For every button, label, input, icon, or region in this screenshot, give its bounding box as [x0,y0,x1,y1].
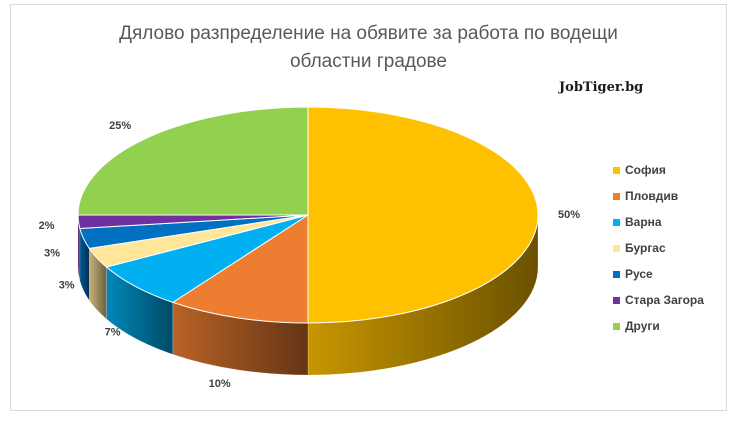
data-label-4: 3% [59,280,75,292]
legend-swatch [613,270,620,278]
legend-swatch [613,322,620,330]
data-label-2: 10% [209,378,231,390]
legend-item: Стара Загора [613,287,704,313]
legend-label: Пловдив [625,189,679,203]
legend-swatch [613,166,620,174]
legend-item: Русе [613,261,704,287]
legend-swatch [613,296,620,304]
legend-label: Русе [625,267,653,281]
legend-swatch [613,244,620,252]
data-label-6: 2% [39,220,55,232]
chart-title-line2: областни градове [289,51,447,72]
data-label-7: 25% [109,120,131,132]
slice-1 [307,106,539,324]
chart-title-line1: Дялово разпределение на обявите за работ… [119,23,618,44]
watermark-logo: JobTiger.bg [559,80,644,95]
legend-label: Стара Загора [625,293,704,307]
legend-label: Варна [625,215,662,229]
legend-label: София [625,163,666,177]
legend-item: Варна [613,209,704,235]
legend: София Пловдив Варна Бургас Русе Стара Загора Д… [613,157,704,339]
legend-item: Бургас [613,235,704,261]
slice-2 [171,214,309,324]
data-label-3: 7% [105,327,121,339]
data-label-5: 3% [44,248,60,260]
slice-7 [77,106,309,216]
legend-swatch [613,192,620,200]
legend-label: Бургас [625,241,666,255]
slice-3 [105,214,309,303]
legend-swatch [613,218,620,226]
data-label-1: 50% [558,209,580,221]
legend-item: Други [613,313,704,339]
legend-label: Други [625,319,660,333]
legend-item: Пловдив [613,183,704,209]
legend-item: София [613,157,704,183]
